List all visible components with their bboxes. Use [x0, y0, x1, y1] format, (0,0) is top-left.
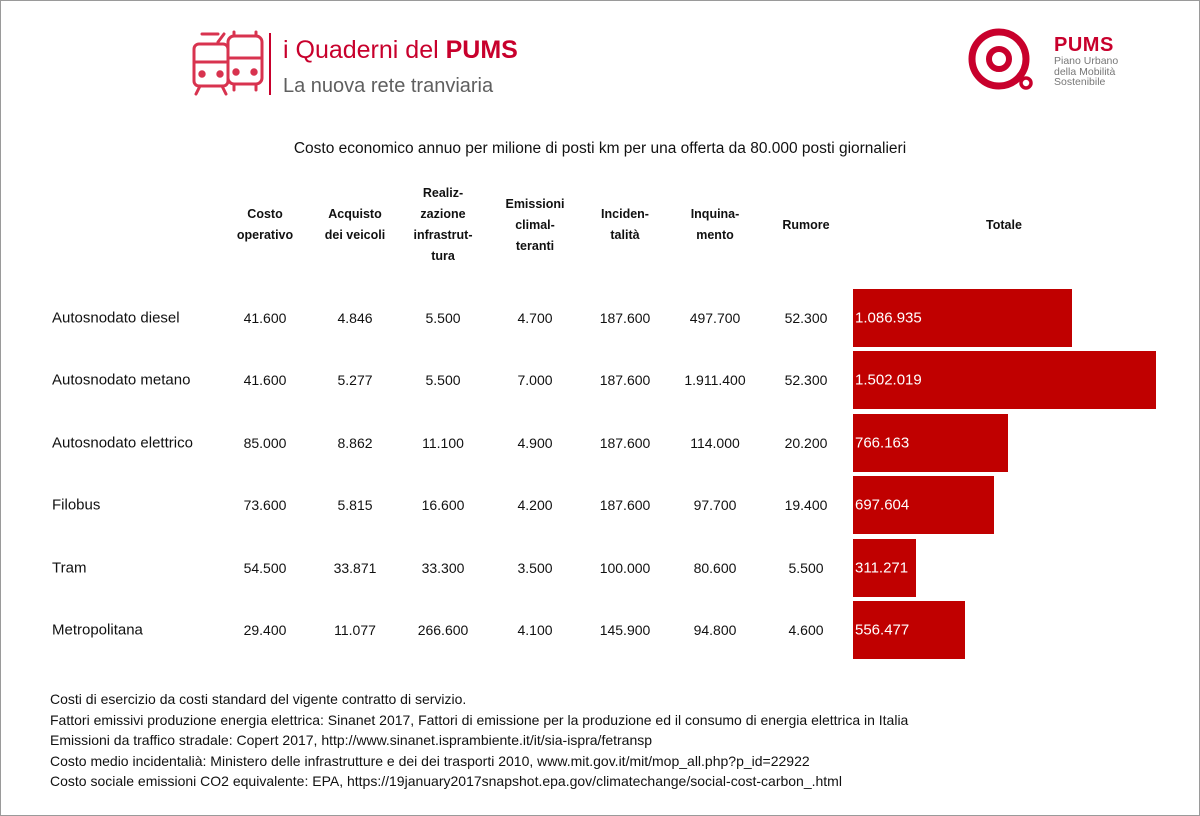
column-header: Inciden- talità: [601, 207, 649, 242]
table-cell: 20.200: [784, 434, 828, 451]
table-cell: 52.300: [784, 310, 828, 326]
table-cell: 187.600: [599, 434, 651, 451]
total-bar-label: 1.086.935: [855, 309, 922, 327]
row-label: Filobus: [52, 496, 101, 514]
row-label: Autosnodato elettrico: [52, 434, 193, 452]
total-bar-label: 766.163: [855, 434, 910, 452]
total-bar-label: 1.502.019: [855, 371, 922, 389]
table-cell: 5.815: [337, 497, 373, 514]
table-cell: 11.100: [422, 434, 464, 451]
total-bar: [853, 538, 916, 597]
table-cell: 11.077: [334, 622, 376, 638]
pums-logo-icon: [968, 28, 1033, 90]
table-cell: 29.400: [243, 622, 287, 638]
note-line: Fattori emissivi produzione energia elet…: [50, 711, 909, 728]
column-header: Costo operativo: [236, 207, 294, 242]
total-bar-label: 697.604: [855, 496, 910, 514]
table-cell: 497.700: [689, 310, 741, 326]
publication-subtitle: La nuova rete tranviaria: [283, 75, 494, 97]
row-label: Tram: [52, 559, 87, 577]
table-cell: 19.400: [784, 497, 828, 514]
table-cell: 16.600: [421, 497, 465, 514]
table-cell: 5.277: [337, 372, 373, 389]
tram-bus-logo-icon: [192, 30, 264, 96]
table-cell: 4.100: [517, 622, 553, 638]
table-cell: 4.200: [517, 497, 553, 514]
table-cell: 187.600: [599, 310, 651, 326]
chart-title: Costo economico annuo per milione di pos…: [293, 140, 907, 157]
table-cell: 80.600: [693, 559, 737, 576]
table-cell: 100.000: [599, 559, 651, 576]
pums-brand-name: PUMS: [1054, 34, 1114, 56]
column-header: Rumore: [782, 217, 830, 232]
table-cell: 85.000: [243, 434, 287, 451]
note-line: Emissioni da traffico stradale: Copert 2…: [50, 732, 653, 748]
total-bar: [853, 413, 1008, 472]
total-bar: [853, 476, 994, 535]
pums-tagline: Piano Urbano della Mobilità Sostenibile: [1054, 55, 1119, 88]
column-header: Emissioni climal- teranti: [505, 196, 565, 253]
table-cell: 266.600: [417, 622, 469, 638]
table-cell: 94.800: [693, 622, 737, 638]
total-bar: [853, 289, 1073, 347]
table-cell: 7.000: [517, 372, 553, 389]
table-cell: 3.500: [517, 559, 553, 576]
table-cell: 1.911.400: [684, 372, 746, 389]
table-cell: 41.600: [243, 372, 287, 389]
table-cell: 73.600: [243, 497, 287, 514]
source-notes: Costi di esercizio da costi standard del…: [50, 689, 908, 792]
table-cell: 52.300: [784, 372, 828, 389]
table-cell: 5.500: [788, 559, 824, 576]
table-cell: 187.600: [599, 372, 651, 389]
total-bar-label: 311.271: [855, 559, 909, 577]
table-cell: 4.900: [517, 434, 553, 451]
table-cell: 33.871: [333, 559, 377, 576]
table-cell: 54.500: [243, 559, 287, 576]
column-header: Inquina- mento: [690, 207, 740, 242]
total-bar-label: 556.477: [855, 621, 910, 639]
header-divider: [269, 33, 271, 95]
table-cell: 97.700: [693, 497, 737, 514]
publication-title: i Quaderni del PUMS: [283, 36, 518, 64]
note-line: Costo medio incidentalià: Ministero dell…: [50, 752, 810, 769]
table-cell: 4.600: [788, 622, 824, 638]
table-cell: 5.500: [425, 310, 461, 326]
table-cell: 5.500: [425, 372, 461, 389]
row-label: Autosnodato metano: [52, 371, 191, 389]
column-header: Acquisto dei veicoli: [324, 207, 386, 242]
table-cell: 187.600: [599, 497, 651, 514]
table-cell: 145.900: [599, 622, 651, 638]
note-line: Costo sociale emissioni CO2 equivalente:…: [50, 773, 842, 789]
row-label: Metropolitana: [52, 621, 143, 639]
total-bar: [853, 351, 1156, 410]
table-cell: 41.600: [243, 310, 287, 326]
column-header: Totale: [986, 217, 1022, 232]
note-line: Costi di esercizio da costi standard del…: [50, 691, 467, 707]
table-cell: 4.846: [337, 310, 373, 326]
table-cell: 114.000: [690, 434, 740, 451]
column-header: Realiz- zazione infrastrut- tura: [413, 186, 473, 263]
table-cell: 4.700: [517, 310, 553, 326]
table-cell: 33.300: [421, 559, 465, 576]
row-label: Autosnodato diesel: [52, 309, 180, 327]
total-bar: [853, 601, 966, 659]
table-cell: 8.862: [337, 434, 373, 451]
